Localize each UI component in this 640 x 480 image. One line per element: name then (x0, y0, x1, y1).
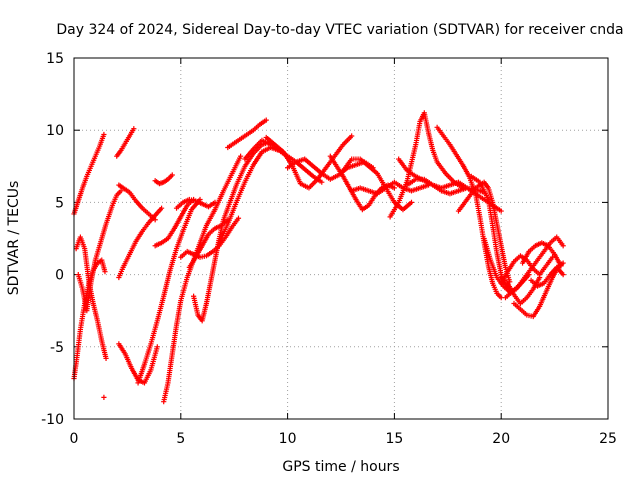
data-point (558, 263, 564, 269)
series-arc-38 (528, 264, 566, 289)
series-arc-4 (75, 188, 124, 314)
grid-lines (74, 58, 608, 419)
x-tick-label: 5 (176, 431, 185, 447)
series-arc-11 (152, 172, 175, 187)
data-point (103, 355, 109, 361)
data-point (154, 344, 160, 350)
data-point (537, 274, 543, 281)
series-arc-13 (161, 153, 244, 405)
data-point (158, 205, 165, 211)
series-arc-8 (116, 341, 160, 386)
series-arc-17 (191, 139, 274, 324)
chart-title: Day 324 of 2024, Sidereal Day-to-day VTE… (56, 22, 623, 38)
y-axis-label: SDTVAR / TECUs (6, 181, 22, 296)
series-arc-24 (340, 156, 415, 213)
series-arc-10 (135, 196, 203, 386)
x-tick-label: 0 (70, 431, 79, 447)
data-point (235, 215, 242, 221)
data-point (560, 272, 566, 278)
y-tick-label: 5 (55, 195, 64, 211)
plot-frame (73, 57, 609, 420)
x-axis-label: GPS time / hours (282, 459, 399, 475)
y-tick-label: -5 (50, 340, 64, 356)
y-tick-label: 10 (46, 123, 64, 139)
data-point (238, 153, 244, 159)
series-arc-19 (225, 117, 269, 151)
y-tick-labels: -10 -5 0 5 10 15 (41, 51, 64, 428)
axis-ticks (73, 57, 609, 420)
series-arc-34 (502, 234, 566, 301)
data-point (212, 199, 218, 205)
x-tick-label: 20 (492, 431, 510, 447)
series-arc-30 (455, 179, 513, 285)
data-point (498, 208, 504, 214)
series-arc-25 (349, 179, 432, 197)
data-point (101, 394, 107, 400)
data-point (101, 131, 107, 138)
data-point (102, 269, 108, 275)
series-arc-14 (173, 196, 218, 211)
series-arc-1 (71, 131, 107, 217)
y-tick-label: -10 (41, 412, 64, 428)
series-arc-26 (387, 110, 466, 220)
series-arc-16 (186, 217, 231, 270)
x-tick-label: 15 (385, 431, 403, 447)
x-tick-labels: 0 5 10 15 20 25 (70, 431, 617, 447)
data-point (118, 188, 124, 194)
series-arc-12 (152, 196, 197, 249)
series-arc-5 (101, 394, 107, 400)
data-points (71, 110, 566, 405)
series-arc-7 (116, 182, 158, 223)
series-arc-9 (116, 205, 165, 281)
series-arc-6 (114, 126, 137, 159)
series-arc-36 (519, 240, 564, 269)
x-tick-label: 10 (279, 431, 297, 447)
series-arc-15 (178, 215, 242, 260)
series-arc-18 (216, 144, 291, 246)
data-point (560, 243, 566, 249)
data-point (131, 126, 137, 132)
data-point (349, 133, 355, 139)
y-tick-label: 0 (55, 268, 64, 284)
data-point (408, 199, 415, 205)
x-tick-label: 25 (599, 431, 617, 447)
data-point (319, 179, 325, 185)
data-point (391, 185, 397, 191)
y-tick-label: 15 (46, 51, 64, 67)
data-point (169, 172, 175, 178)
data-point (263, 117, 269, 123)
